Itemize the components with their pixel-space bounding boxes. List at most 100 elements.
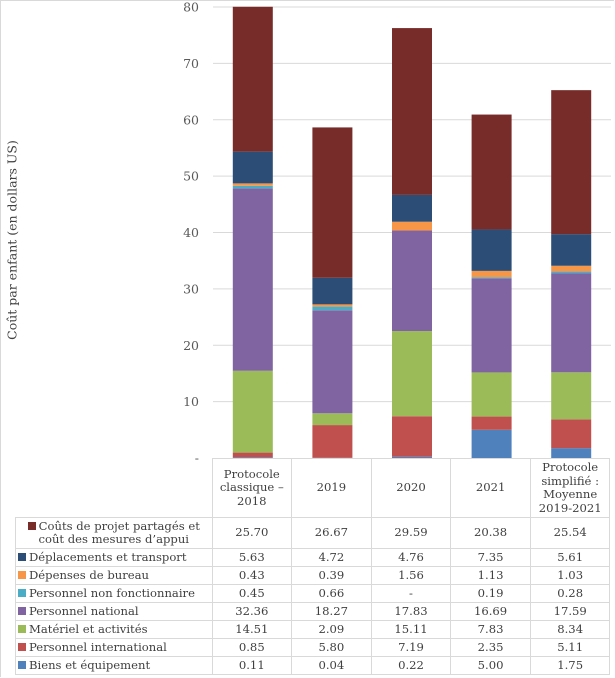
- data-value: 8.34: [529, 620, 611, 639]
- category-label: 2020: [370, 458, 452, 518]
- table-row: Matériel et activités 14.51 2.09 15.11 7.83 8…: [15, 620, 611, 639]
- bar-segment: [312, 306, 353, 311]
- legend-label: Biens et équipement: [29, 657, 151, 672]
- bar-segment: [312, 413, 353, 426]
- bar-segment: [392, 456, 432, 458]
- bar-segment: [551, 273, 592, 373]
- data-value: 17.83: [370, 602, 452, 621]
- bar-segment: [551, 419, 592, 449]
- bar-segment: [551, 448, 592, 458]
- data-value: 26.67: [291, 517, 372, 549]
- data-value: 1.03: [529, 566, 611, 585]
- y-tick-label: 10: [183, 394, 199, 409]
- table-row: Coûts de projet partagés et coût des mes…: [15, 517, 611, 549]
- data-value: 16.69: [450, 602, 531, 621]
- bar-segment: [392, 28, 432, 195]
- bar-segment: [232, 185, 273, 189]
- table-corner: [15, 458, 213, 518]
- table-row: Personnel national 32.36 18.27 17.83 16.69 17…: [15, 602, 611, 621]
- category-label: Protocole classique – 2018: [211, 458, 293, 518]
- data-value: 1.13: [450, 566, 531, 585]
- category-label: 2021: [450, 458, 531, 518]
- y-tick-label: -: [195, 451, 199, 461]
- data-value: -: [370, 584, 452, 603]
- bar-segment: [471, 416, 512, 430]
- legend-entry: Déplacements et transport: [15, 548, 213, 567]
- legend-label: Personnel national: [29, 603, 139, 618]
- data-value: 14.51: [211, 620, 293, 639]
- legend-label: Personnel non fonctionnaire: [29, 585, 195, 600]
- bar-segment: [471, 372, 512, 417]
- data-value: 17.59: [529, 602, 611, 621]
- legend-swatch-icon: [18, 552, 26, 561]
- data-value: 32.36: [211, 602, 293, 621]
- data-value: 7.19: [370, 638, 452, 657]
- data-value: 5.00: [450, 656, 531, 675]
- bar-segment: [232, 370, 273, 453]
- category-label: Protocole simplifié : Moyenne 2019-2021: [529, 458, 611, 518]
- data-value: 0.19: [450, 584, 531, 603]
- legend-entry: Personnel international: [15, 638, 213, 657]
- data-value: 4.72: [291, 548, 372, 567]
- y-tick-label: 70: [183, 56, 199, 71]
- bar-stack: [232, 6, 273, 458]
- bar-segment: [312, 304, 353, 307]
- bar-segment: [392, 194, 432, 222]
- legend-entry: Personnel national: [15, 602, 213, 621]
- data-value: 0.85: [211, 638, 293, 657]
- bar-segment: [471, 429, 512, 458]
- data-value: 2.35: [450, 638, 531, 657]
- bar-segment: [551, 372, 592, 420]
- bars: [232, 6, 592, 458]
- table-row: Dépenses de bureau 0.43 0.39 1.56 1.13 1.03: [15, 566, 611, 585]
- bar-stack: [551, 90, 592, 458]
- data-value: 15.11: [370, 620, 452, 639]
- data-value: 0.43: [211, 566, 293, 585]
- legend-swatch-icon: [18, 606, 26, 615]
- bar-segment: [471, 277, 512, 279]
- bar-segment: [312, 425, 353, 458]
- legend-swatch-icon: [27, 521, 36, 530]
- chart-plot: - 10 20 30 40 50 60 70 80: [183, 0, 611, 460]
- data-table: Protocole classique – 2018 2019 2020 2021 Pr…: [15, 458, 611, 675]
- data-value: 1.75: [529, 656, 611, 675]
- legend-swatch-icon: [18, 660, 26, 669]
- legend-swatch-icon: [18, 624, 26, 633]
- data-value: 0.45: [211, 584, 293, 603]
- data-value: 5.61: [529, 548, 611, 567]
- data-value: 5.11: [529, 638, 611, 657]
- bar-segment: [312, 310, 353, 414]
- legend-entry: Coûts de projet partagés et coût des mes…: [15, 517, 213, 549]
- data-value: 25.54: [529, 517, 611, 549]
- data-table-body: Coûts de projet partagés et coût des mes…: [15, 517, 611, 675]
- data-value: 0.11: [211, 656, 293, 675]
- data-value: 20.38: [450, 517, 531, 549]
- y-tick-label: 60: [183, 112, 199, 127]
- y-tick-label: 80: [183, 0, 199, 15]
- bar-segment: [232, 6, 273, 152]
- table-row: Déplacements et transport 5.63 4.72 4.76 7.3…: [15, 548, 611, 567]
- bar-stack: [392, 28, 432, 458]
- bar-segment: [471, 278, 512, 373]
- bar-segment: [232, 151, 273, 184]
- bar-segment: [392, 230, 432, 332]
- table-row: Biens et équipement 0.11 0.04 0.22 5.00 1.75: [15, 656, 611, 675]
- category-label: 2019: [291, 458, 372, 518]
- bar-segment: [551, 271, 592, 274]
- data-value: 25.70: [211, 517, 293, 549]
- table-row: Personnel international 0.85 5.80 7.19 2.35 5…: [15, 638, 611, 657]
- legend-entry: Personnel non fonctionnaire: [15, 584, 213, 603]
- bar-segment: [551, 265, 592, 272]
- y-axis-ticks: - 10 20 30 40 50 60 70 80: [183, 0, 199, 460]
- data-value: 0.39: [291, 566, 372, 585]
- bar-segment: [312, 277, 353, 305]
- legend-label: Déplacements et transport: [29, 549, 187, 564]
- bar-segment: [232, 183, 273, 186]
- table-row: Personnel non fonctionnaire 0.45 0.66-0.19…: [15, 584, 611, 603]
- legend-label: Dépenses de bureau: [29, 567, 149, 582]
- data-value: 7.83: [450, 620, 531, 639]
- data-value: 1.56: [370, 566, 452, 585]
- bar-segment: [232, 188, 273, 371]
- legend-swatch-icon: [18, 588, 26, 597]
